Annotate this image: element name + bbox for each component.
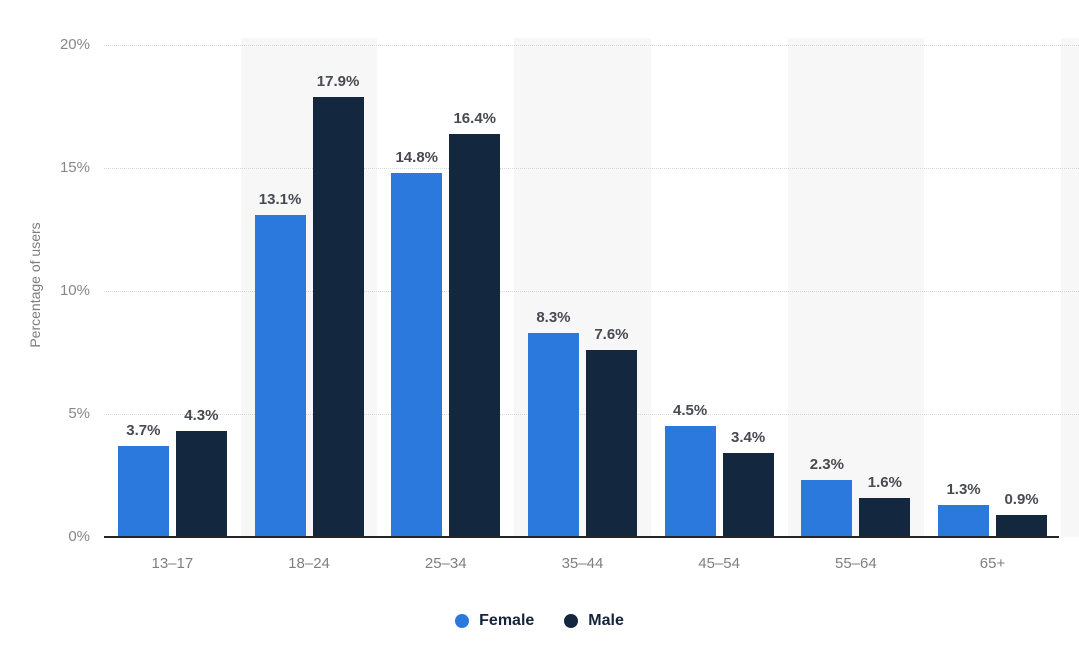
bar-female-18–24[interactable] (254, 214, 306, 537)
bar-male-18–24[interactable] (312, 96, 364, 537)
y-axis-tick: 20% (59, 36, 90, 53)
y-axis-tick: 0% (68, 528, 90, 545)
bar-value-label: 3.7% (126, 421, 161, 439)
bar-male-45–54[interactable] (722, 453, 774, 537)
y-axis-tick: 10% (59, 282, 90, 299)
bar-value-label: 1.3% (946, 481, 981, 499)
x-axis-line (104, 536, 1059, 538)
bar-female-45–54[interactable] (664, 426, 716, 537)
bar-value-label: 7.6% (594, 326, 629, 344)
x-axis-label: 18–24 (288, 555, 330, 572)
bar-value-label: 2.3% (809, 456, 844, 474)
bar-value-label: 16.4% (453, 109, 497, 127)
x-axis-label: 55–64 (834, 555, 877, 572)
gridline (104, 45, 1079, 46)
gridline (104, 168, 1079, 169)
bar-female-25–34[interactable] (391, 172, 443, 537)
bar-value-label: 17.9% (316, 72, 360, 90)
male-legend-dot-icon (564, 614, 579, 628)
x-axis-label: 45–54 (698, 555, 740, 572)
bar-male-55–64[interactable] (859, 497, 911, 537)
bar-male-65+[interactable] (996, 514, 1048, 537)
legend-item-male[interactable]: Male (564, 612, 624, 630)
x-axis-label: 13–17 (151, 555, 194, 572)
bar-male-13–17[interactable] (175, 431, 227, 537)
bar-female-35–44[interactable] (527, 332, 579, 537)
bar-male-35–44[interactable] (585, 350, 637, 537)
y-axis-tick: 5% (68, 405, 90, 422)
female-legend-dot-icon (455, 614, 470, 628)
plot-band (924, 38, 1061, 537)
bar-female-55–64[interactable] (801, 480, 853, 537)
bar-value-label: 3.4% (731, 429, 766, 447)
x-axis-label: 25–34 (424, 555, 467, 572)
bar-value-label: 1.6% (867, 473, 902, 491)
bar-female-65+[interactable] (938, 505, 990, 537)
bar-value-label: 8.3% (536, 308, 571, 326)
y-axis-tick: 15% (59, 159, 90, 176)
bar-female-13–17[interactable] (117, 445, 169, 537)
bar-value-label: 14.8% (395, 148, 439, 166)
legend-item-female[interactable]: Female (455, 612, 534, 630)
plot-band (1060, 38, 1079, 537)
x-axis-label: 35–44 (561, 555, 604, 572)
bar-value-label: 0.9% (1004, 490, 1039, 508)
bar-male-25–34[interactable] (449, 133, 501, 537)
bar-value-label: 4.5% (673, 402, 708, 420)
x-axis-label: 65+ (979, 555, 1006, 572)
legend: Female Male (0, 605, 1079, 637)
gridline (104, 291, 1079, 292)
bar-value-label: 4.3% (184, 407, 219, 425)
bar-value-label: 13.1% (258, 190, 302, 208)
plot-band (787, 38, 925, 537)
legend-label-male: Male (588, 612, 624, 629)
legend-label-female: Female (479, 612, 535, 629)
